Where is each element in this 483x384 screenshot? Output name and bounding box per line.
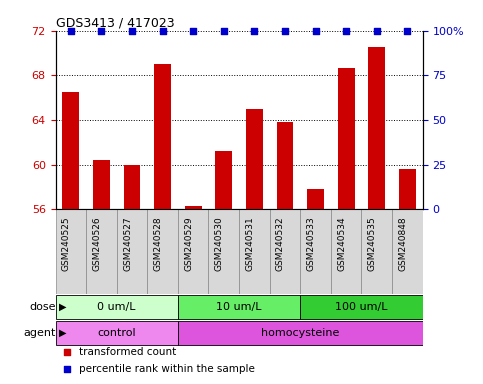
Point: [403, 28, 411, 34]
Text: 0 um/L: 0 um/L: [98, 302, 136, 312]
Bar: [369, 48, 385, 209]
Text: ▶: ▶: [59, 302, 66, 312]
Text: homocysteine: homocysteine: [261, 328, 340, 338]
Bar: [62, 92, 79, 209]
Bar: [56, 295, 178, 319]
Bar: [56, 321, 178, 345]
Point: [128, 28, 136, 34]
Text: ▶: ▶: [59, 328, 66, 338]
Bar: [86, 209, 117, 294]
Bar: [399, 169, 416, 209]
Bar: [300, 295, 423, 319]
Bar: [307, 189, 324, 209]
Point: [220, 28, 227, 34]
Text: GSM240532: GSM240532: [276, 216, 285, 271]
Text: GSM240531: GSM240531: [245, 216, 255, 271]
Point: [281, 28, 289, 34]
Bar: [147, 209, 178, 294]
Point: [159, 28, 167, 34]
Bar: [178, 209, 209, 294]
Point: [67, 28, 75, 34]
Point: [342, 28, 350, 34]
Point: [63, 349, 71, 356]
Bar: [93, 160, 110, 209]
Text: GSM240533: GSM240533: [307, 216, 315, 271]
Bar: [154, 64, 171, 209]
Text: GSM240526: GSM240526: [92, 216, 101, 271]
Bar: [185, 206, 201, 209]
Text: GSM240528: GSM240528: [154, 216, 163, 271]
Bar: [361, 209, 392, 294]
Bar: [246, 109, 263, 209]
Text: dose: dose: [29, 302, 56, 312]
Text: GSM240530: GSM240530: [215, 216, 224, 271]
Text: transformed count: transformed count: [79, 348, 177, 358]
Text: 10 um/L: 10 um/L: [216, 302, 262, 312]
Point: [189, 28, 197, 34]
Bar: [215, 151, 232, 209]
Bar: [277, 122, 293, 209]
Bar: [209, 209, 239, 294]
Point: [251, 28, 258, 34]
Text: agent: agent: [23, 328, 56, 338]
Text: GSM240527: GSM240527: [123, 216, 132, 271]
Text: percentile rank within the sample: percentile rank within the sample: [79, 364, 256, 374]
Text: GSM240529: GSM240529: [184, 216, 193, 271]
Text: GSM240848: GSM240848: [398, 216, 407, 271]
Point: [312, 28, 319, 34]
Text: 100 um/L: 100 um/L: [335, 302, 388, 312]
Point: [373, 28, 381, 34]
Bar: [300, 209, 331, 294]
Bar: [331, 209, 361, 294]
Point: [98, 28, 105, 34]
Text: GSM240534: GSM240534: [337, 216, 346, 271]
Point: [63, 366, 71, 372]
Bar: [178, 295, 300, 319]
Bar: [178, 321, 423, 345]
Text: GSM240535: GSM240535: [368, 216, 377, 271]
Bar: [392, 209, 423, 294]
Bar: [117, 209, 147, 294]
Bar: [56, 209, 86, 294]
Bar: [239, 209, 270, 294]
Text: GSM240525: GSM240525: [62, 216, 71, 271]
Bar: [124, 165, 141, 209]
Bar: [270, 209, 300, 294]
Text: control: control: [98, 328, 136, 338]
Bar: [338, 68, 355, 209]
Text: GDS3413 / 417023: GDS3413 / 417023: [56, 17, 174, 30]
